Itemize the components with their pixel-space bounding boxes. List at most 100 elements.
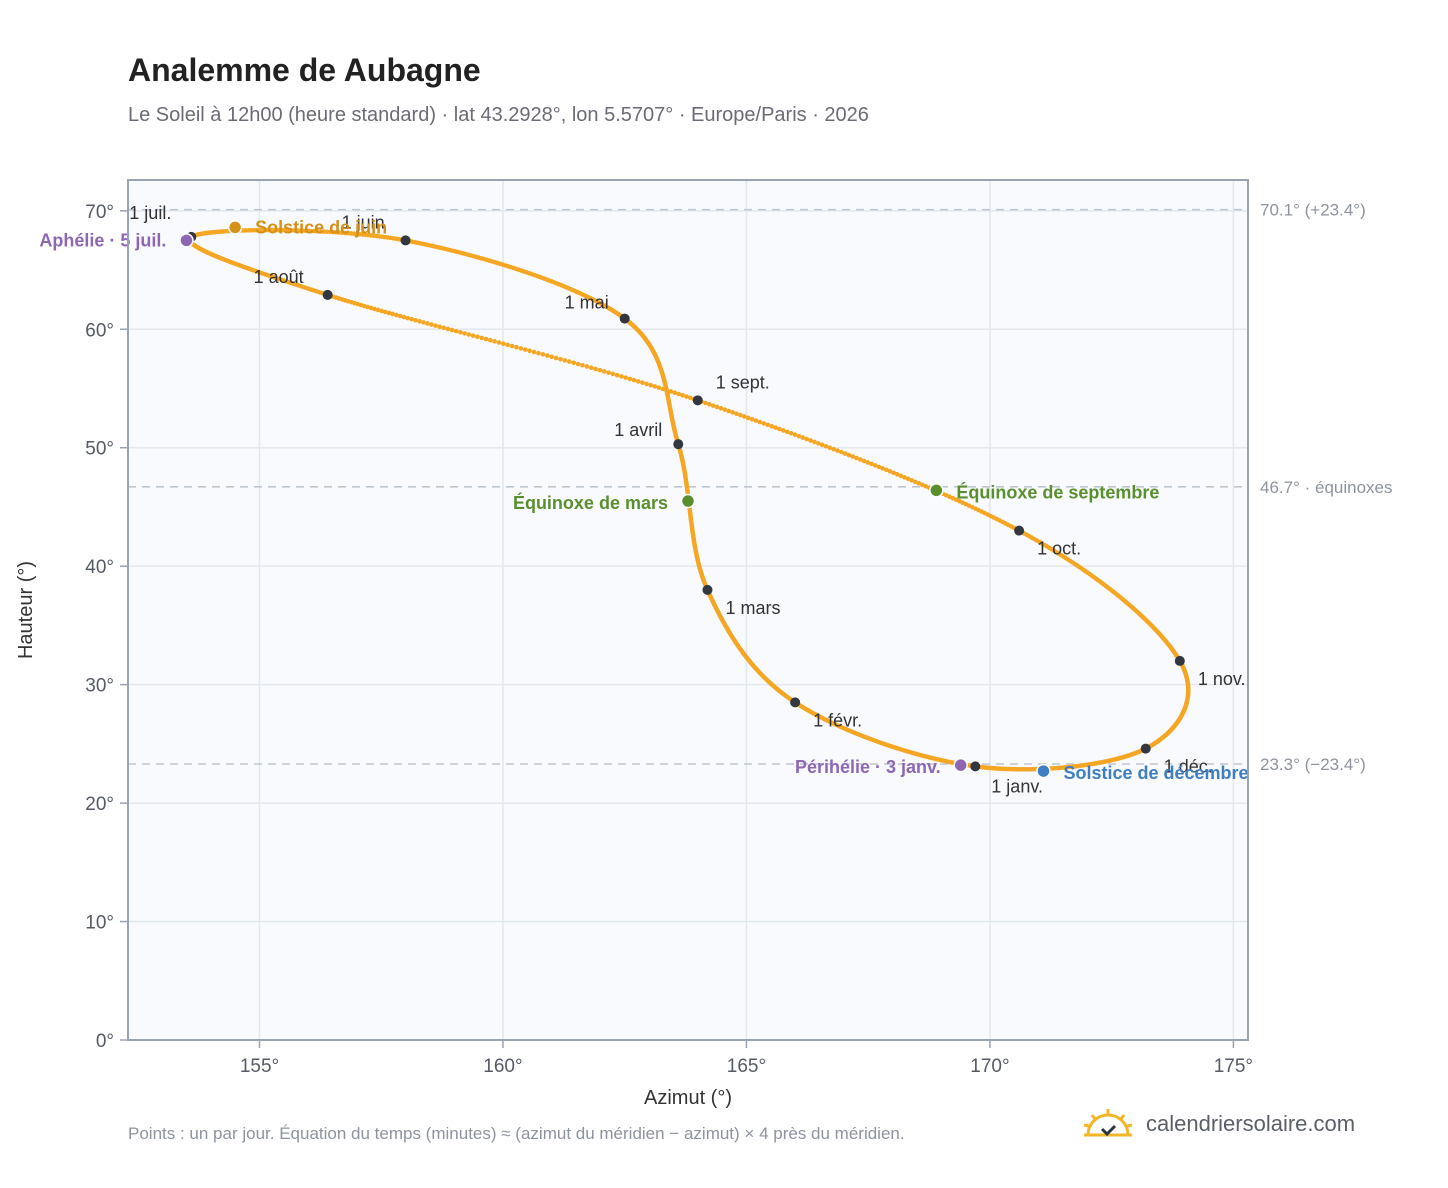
month-marker-label: 1 févr. <box>813 710 862 730</box>
event-marker <box>680 493 696 509</box>
day-point <box>593 366 598 372</box>
month-marker <box>619 313 630 324</box>
month-markers: 1 janv. 1 févr. 1 mars 1 avril 1 mai 1 juin 1 … <box>129 203 1245 797</box>
day-point <box>588 365 594 371</box>
day-point <box>912 479 918 485</box>
x-axis-ticks: 155° 160° 165° 170° 175° <box>240 1040 1253 1077</box>
y-tick-label: 50° <box>85 439 114 460</box>
month-marker-label: 1 mai <box>565 293 609 313</box>
month-marker-label: 1 sept. <box>716 372 770 392</box>
day-point <box>753 418 759 423</box>
day-point <box>788 430 794 436</box>
day-point <box>394 312 399 318</box>
day-point <box>850 454 856 459</box>
day-point <box>527 348 532 354</box>
sun-logo-icon <box>1083 1109 1133 1137</box>
day-point <box>749 416 755 422</box>
day-point <box>449 327 455 333</box>
day-point <box>601 369 607 374</box>
x-axis-label: Azimut (°) <box>644 1087 732 1109</box>
day-point <box>668 389 674 394</box>
day-point <box>470 333 476 338</box>
day-point <box>761 421 767 426</box>
day-point <box>518 346 524 351</box>
day-point <box>898 473 904 479</box>
day-point <box>652 384 658 389</box>
event-label: Équinoxe de septembre <box>956 481 1159 502</box>
day-point <box>640 380 645 385</box>
day-point <box>656 385 662 390</box>
day-point <box>487 337 493 343</box>
y-tick-label: 20° <box>85 794 114 815</box>
reference-line-label: 46.7° · équinoxes <box>1260 478 1393 497</box>
day-point <box>536 350 541 356</box>
day-point <box>562 358 568 363</box>
month-marker <box>1014 525 1025 536</box>
day-point <box>445 326 451 332</box>
day-point <box>796 433 802 439</box>
month-marker <box>1174 655 1185 666</box>
day-point <box>902 475 907 480</box>
day-point <box>505 342 510 348</box>
day-point <box>684 394 689 399</box>
month-marker <box>1140 743 1151 754</box>
day-point <box>884 467 889 473</box>
day-point <box>905 476 911 482</box>
plot-frame <box>127 179 1249 1041</box>
day-point <box>379 308 385 314</box>
day-point <box>800 435 806 440</box>
month-marker-label: 1 janv. <box>991 776 1043 796</box>
day-point <box>544 353 550 358</box>
day-point <box>722 407 728 412</box>
day-point <box>386 310 392 316</box>
y-axis-label: Hauteur (°) <box>15 561 37 659</box>
month-marker-label: 1 avril <box>614 420 662 440</box>
day-point <box>808 438 813 443</box>
day-point <box>672 390 678 396</box>
day-point <box>433 323 438 328</box>
day-point <box>846 452 852 458</box>
day-point <box>610 371 616 377</box>
event-label: Périhélie · 3 janv. <box>795 757 941 777</box>
day-point <box>815 441 821 446</box>
brand-name: calendriersolaire.com <box>1146 1111 1356 1136</box>
day-point <box>509 343 515 349</box>
day-point <box>872 463 878 468</box>
day-point <box>368 305 374 311</box>
brand[interactable]: calendriersolaire.com <box>1082 1104 1355 1144</box>
day-point <box>857 457 863 462</box>
day-point <box>741 414 747 419</box>
reference-line-label: 70.1° (+23.4°) <box>1260 201 1366 220</box>
day-point <box>819 442 825 448</box>
day-point <box>680 392 685 398</box>
day-point <box>475 334 480 340</box>
day-point <box>409 316 414 322</box>
day-point <box>916 480 922 486</box>
day-point <box>453 328 459 334</box>
day-point <box>660 386 666 392</box>
day-point <box>887 469 893 474</box>
day-point <box>375 307 381 313</box>
reference-line-label: 23.3° (−23.4°) <box>1260 755 1366 774</box>
analemma-curve <box>187 227 1191 772</box>
day-point <box>531 349 537 355</box>
day-point <box>372 306 377 312</box>
month-marker-label: 1 mars <box>725 598 780 618</box>
day-point <box>710 403 716 408</box>
day-point <box>644 381 649 387</box>
day-point <box>919 482 925 488</box>
day-point <box>726 408 731 414</box>
day-point <box>558 356 563 362</box>
day-point <box>831 446 836 452</box>
month-marker <box>970 761 981 772</box>
day-point <box>492 339 497 344</box>
day-point <box>390 311 395 317</box>
day-point <box>718 405 724 411</box>
y-tick-label: 10° <box>85 913 114 934</box>
event-label: Solstice de juin <box>255 217 387 237</box>
day-point <box>606 370 611 375</box>
plot-background <box>128 180 1248 1040</box>
month-marker-label: 1 oct. <box>1037 539 1081 559</box>
chart-subtitle: Le Soleil à 12h00 (heure standard) · lat… <box>128 104 869 126</box>
